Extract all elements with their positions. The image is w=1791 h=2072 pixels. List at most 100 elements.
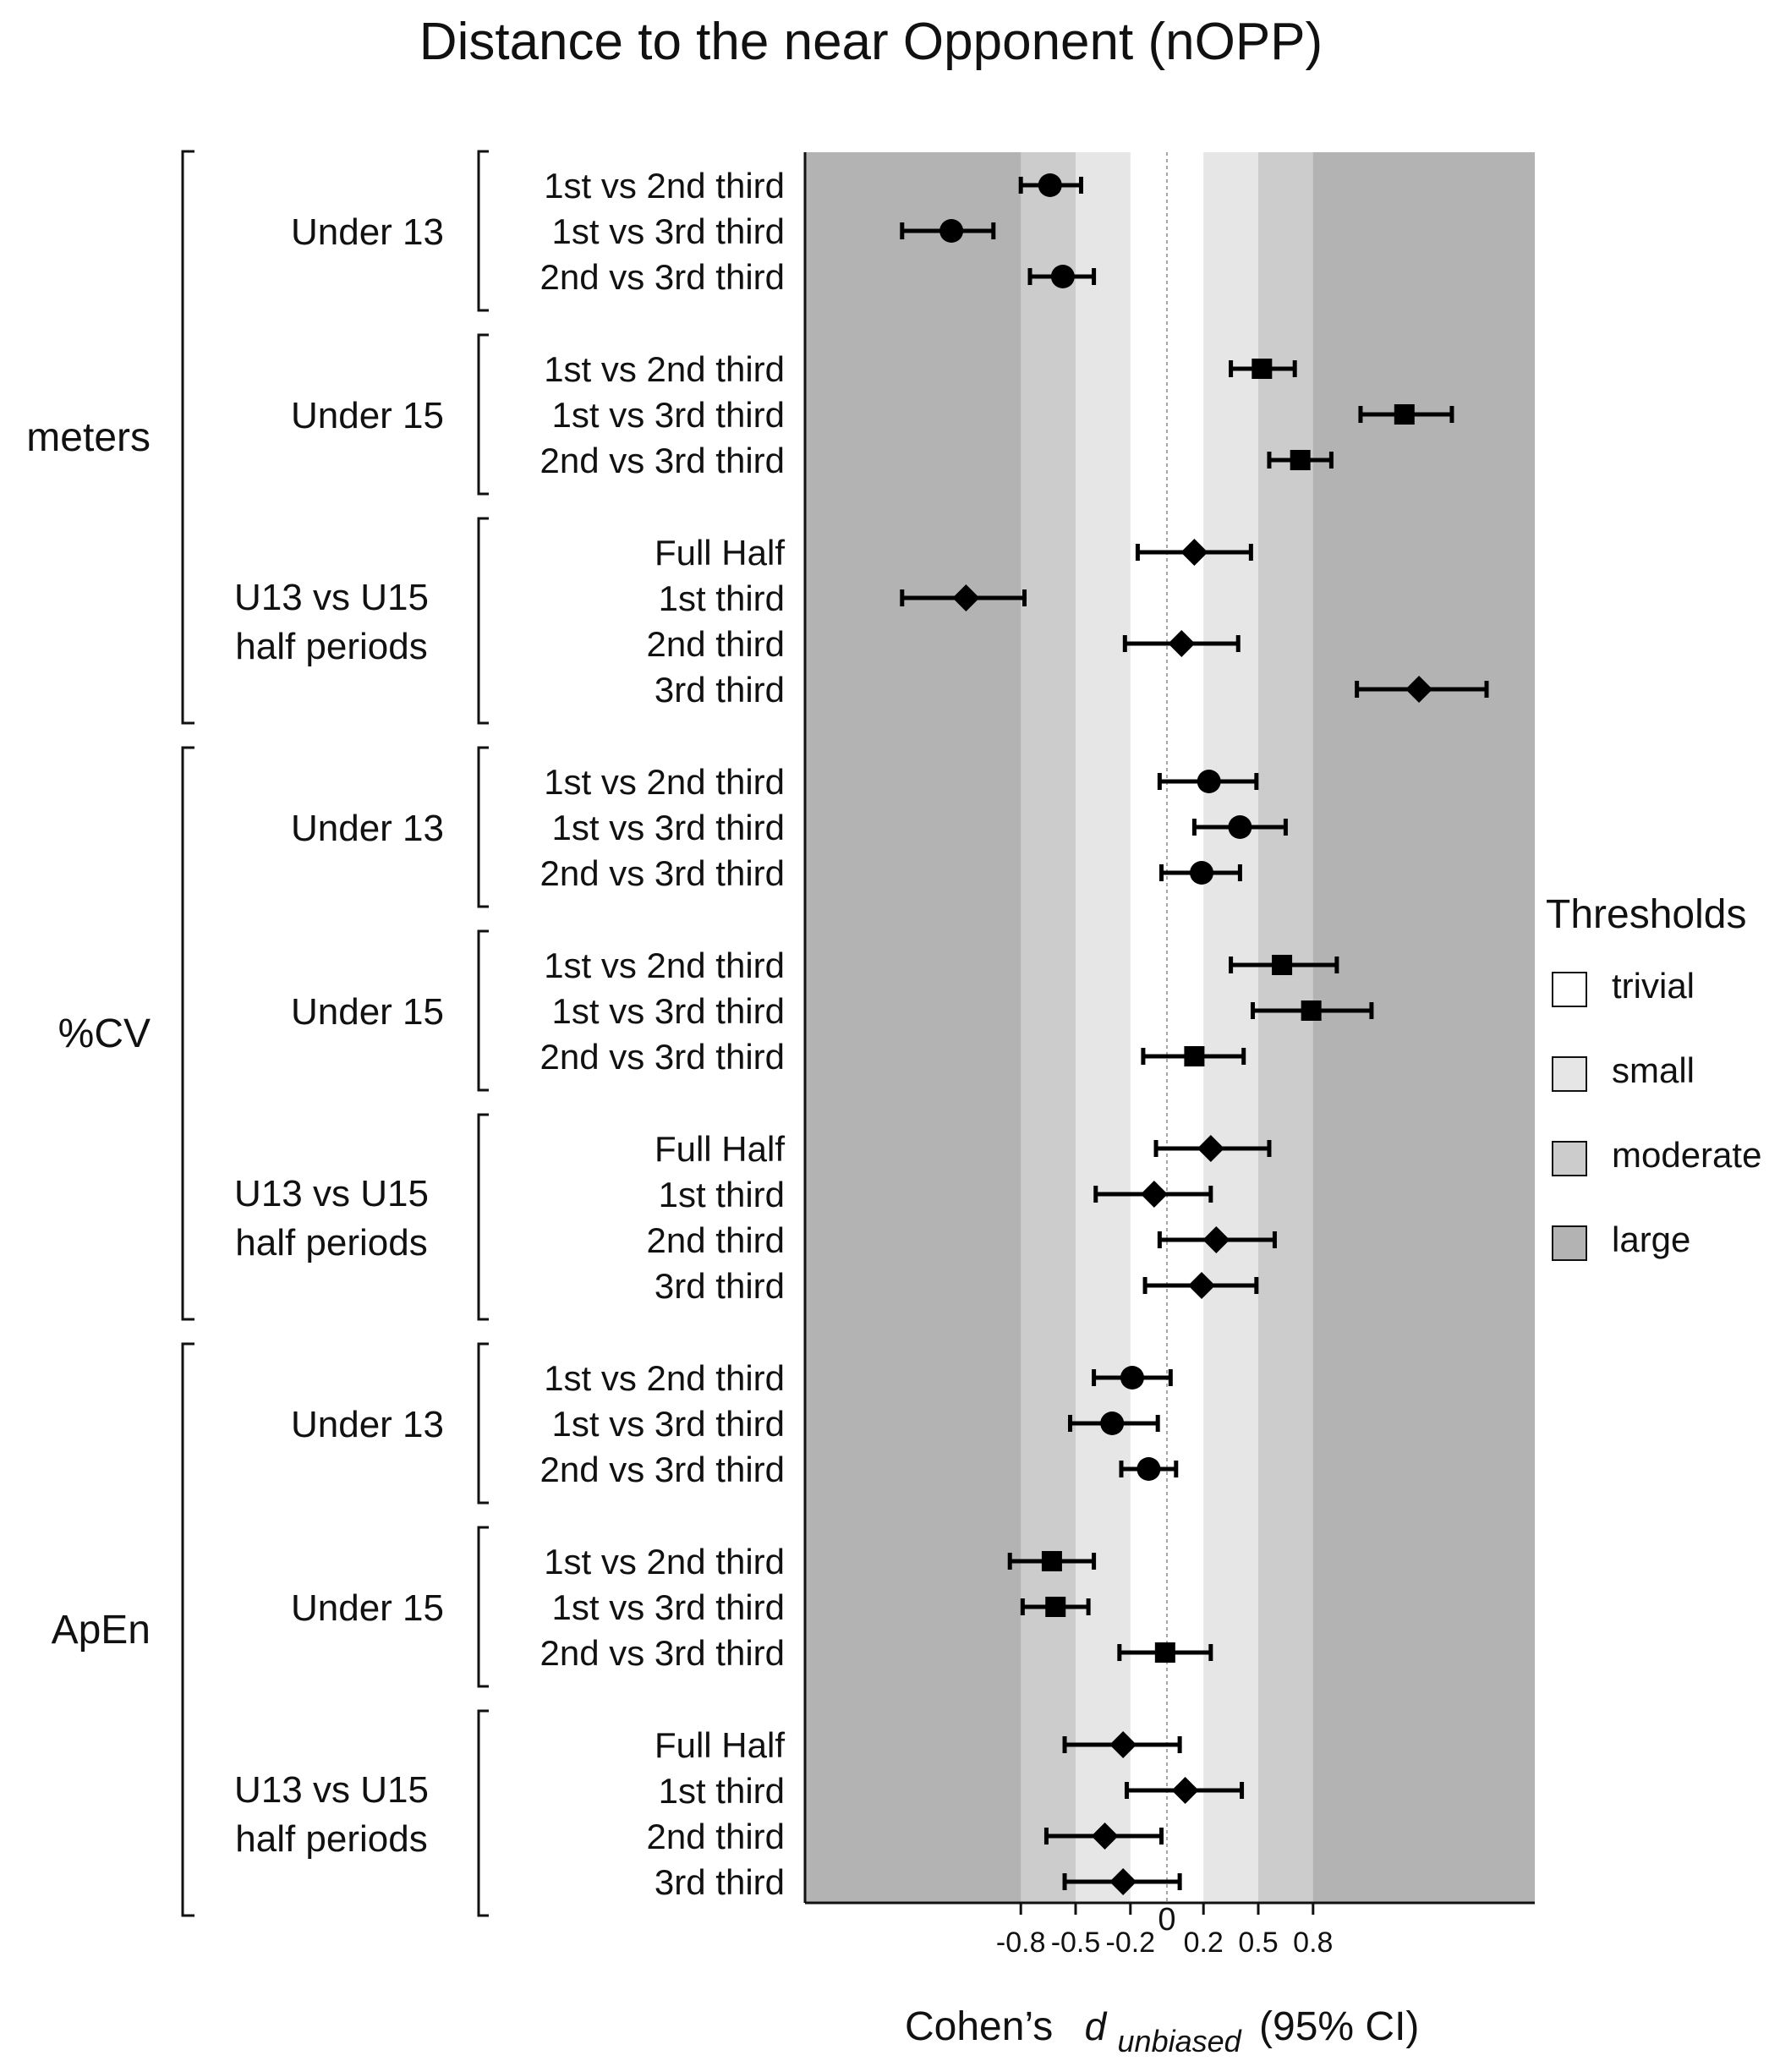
row-label: 1st vs 2nd third [544, 946, 785, 985]
x-axis-label-subscript: unbiased [1118, 2024, 1242, 2058]
point-diamond [1171, 1777, 1199, 1804]
point-square [1272, 955, 1293, 975]
metric-bracket [181, 1342, 194, 1917]
x-axis-label-suffix: (95% CI) [1259, 2004, 1419, 2049]
row-label: 2nd vs 3rd third [540, 1037, 786, 1077]
group-label: Under 15 [291, 395, 444, 436]
group-brackets [181, 150, 489, 1917]
point-circle [1038, 173, 1062, 197]
row-label: 1st vs 3rd third [552, 211, 785, 251]
group-label: half periods [235, 1818, 427, 1860]
thresholds-legend: Thresholds trivial small moderate large [1546, 892, 1761, 1261]
point-square [1041, 1551, 1062, 1571]
row-label: 2nd vs 3rd third [540, 1633, 786, 1673]
point-square [1252, 359, 1273, 379]
row-label: 1st third [659, 1771, 785, 1811]
point-diamond [1188, 1272, 1216, 1299]
row-label: 1st vs 2nd third [544, 1542, 785, 1581]
row-label: 1st vs 3rd third [552, 1404, 785, 1444]
point-diamond [1202, 1226, 1230, 1253]
x-axis-label: Cohen’s d unbiased (95% CI) [905, 2004, 1419, 2061]
x-axis-label-prefix: Cohen’s [905, 2004, 1053, 2049]
row-label: Full Half [655, 533, 785, 573]
x-axis-label-symbol: d [1085, 2004, 1108, 2048]
point-square [1301, 1000, 1322, 1021]
row-label: 2nd vs 3rd third [540, 441, 786, 480]
row-label: 3rd third [655, 670, 785, 710]
point-circle [1190, 861, 1214, 885]
point-circle [1100, 1411, 1125, 1435]
legend-label-large: large [1612, 1220, 1690, 1259]
metric-bracket [181, 150, 194, 725]
row-label: 2nd vs 3rd third [540, 257, 786, 297]
point-diamond [1197, 1135, 1224, 1162]
row-label: 3rd third [655, 1266, 785, 1306]
x-tick-label: -0.8 [996, 1927, 1046, 1959]
row-label: 1st vs 2nd third [544, 762, 785, 802]
point-diamond [1109, 1731, 1137, 1758]
threshold-bands [805, 152, 1535, 1903]
point-diamond [1091, 1823, 1119, 1850]
metric-label: meters [26, 415, 151, 460]
group-label: Under 13 [291, 1404, 444, 1445]
group-bracket [477, 746, 489, 908]
row-label: Full Half [655, 1725, 785, 1765]
row-label: 3rd third [655, 1862, 785, 1902]
x-tick-label: -0.5 [1051, 1927, 1101, 1959]
row-label: 1st vs 2nd third [544, 349, 785, 389]
legend-swatch-moderate [1552, 1141, 1587, 1176]
group-bracket [477, 929, 489, 1092]
row-labels: 1st vs 2nd third 1st vs 3rd third 2nd vs 3… [26, 166, 785, 1902]
row-label: 2nd third [647, 1817, 785, 1856]
metric-bracket [181, 746, 194, 1321]
point-circle [1197, 770, 1221, 793]
group-label: half periods [235, 626, 427, 667]
group-label: Under 13 [291, 211, 444, 253]
row-label: 1st vs 2nd third [544, 1358, 785, 1398]
x-tick-label: 0.8 [1293, 1927, 1333, 1959]
point-circle [1050, 265, 1075, 288]
x-zero-label: 0 [1158, 1902, 1175, 1938]
group-label: half periods [235, 1222, 427, 1263]
row-label: 1st vs 3rd third [552, 1587, 785, 1627]
metric-label: %CV [58, 1011, 151, 1056]
row-label: 1st vs 3rd third [552, 808, 785, 847]
legend-title: Thresholds [1546, 892, 1746, 937]
point-diamond [1168, 630, 1196, 657]
point-square [1184, 1046, 1205, 1066]
point-diamond [1180, 539, 1208, 566]
point-circle [1136, 1457, 1161, 1481]
row-label: Full Half [655, 1129, 785, 1169]
group-label: Under 15 [291, 991, 444, 1033]
group-bracket [477, 1526, 489, 1688]
legend-swatch-small [1552, 1056, 1587, 1092]
point-circle [939, 219, 964, 243]
point-diamond [1109, 1868, 1137, 1895]
point-diamond [1405, 676, 1433, 703]
point-square [1394, 404, 1415, 425]
x-tick-label: 0.5 [1238, 1927, 1278, 1959]
group-bracket [477, 1342, 489, 1505]
legend-swatch-large [1552, 1225, 1587, 1261]
point-diamond [1140, 1181, 1168, 1208]
point-square [1290, 450, 1311, 470]
x-tick-label: -0.2 [1106, 1927, 1156, 1959]
row-label: 1st third [659, 578, 785, 618]
group-label: U13 vs U15 [234, 577, 429, 618]
row-label: 2nd third [647, 624, 785, 664]
row-label: 1st vs 2nd third [544, 166, 785, 206]
group-bracket [477, 1709, 489, 1917]
legend-label-small: small [1612, 1050, 1695, 1090]
legend-label-moderate: moderate [1612, 1135, 1761, 1175]
group-bracket [477, 150, 489, 312]
group-bracket [477, 333, 489, 496]
point-diamond [952, 584, 980, 611]
point-circle [1228, 815, 1252, 839]
row-label: 1st vs 3rd third [552, 395, 785, 435]
group-label: U13 vs U15 [234, 1173, 429, 1214]
legend-swatch-trivial [1552, 972, 1587, 1007]
effect-size-marks [900, 173, 1489, 1895]
row-label: 1st third [659, 1175, 785, 1214]
group-label: U13 vs U15 [234, 1769, 429, 1811]
